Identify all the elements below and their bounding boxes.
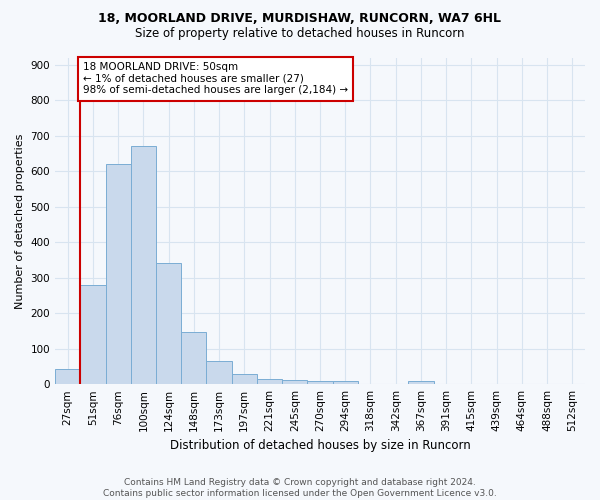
Text: Size of property relative to detached houses in Runcorn: Size of property relative to detached ho… (135, 28, 465, 40)
Bar (106, 164, 131, 384)
Bar (409, 382, 434, 384)
Bar (257, 379, 282, 384)
Bar (332, 380, 358, 384)
Bar (307, 380, 332, 384)
Bar (80, 285, 106, 384)
Text: 18, MOORLAND DRIVE, MURDISHAW, RUNCORN, WA7 6HL: 18, MOORLAND DRIVE, MURDISHAW, RUNCORN, … (98, 12, 502, 26)
X-axis label: Distribution of detached houses by size in Runcorn: Distribution of detached houses by size … (170, 440, 470, 452)
Bar (131, 146, 156, 384)
Bar (156, 264, 181, 384)
Text: 18 MOORLAND DRIVE: 50sqm
← 1% of detached houses are smaller (27)
98% of semi-de: 18 MOORLAND DRIVE: 50sqm ← 1% of detache… (83, 62, 348, 96)
Bar (206, 361, 232, 384)
Y-axis label: Number of detached properties: Number of detached properties (15, 133, 25, 308)
Text: Contains HM Land Registry data © Crown copyright and database right 2024.
Contai: Contains HM Land Registry data © Crown c… (103, 478, 497, 498)
Bar (232, 374, 257, 384)
Bar (55, 370, 80, 384)
Bar (181, 332, 206, 384)
Bar (282, 380, 307, 384)
